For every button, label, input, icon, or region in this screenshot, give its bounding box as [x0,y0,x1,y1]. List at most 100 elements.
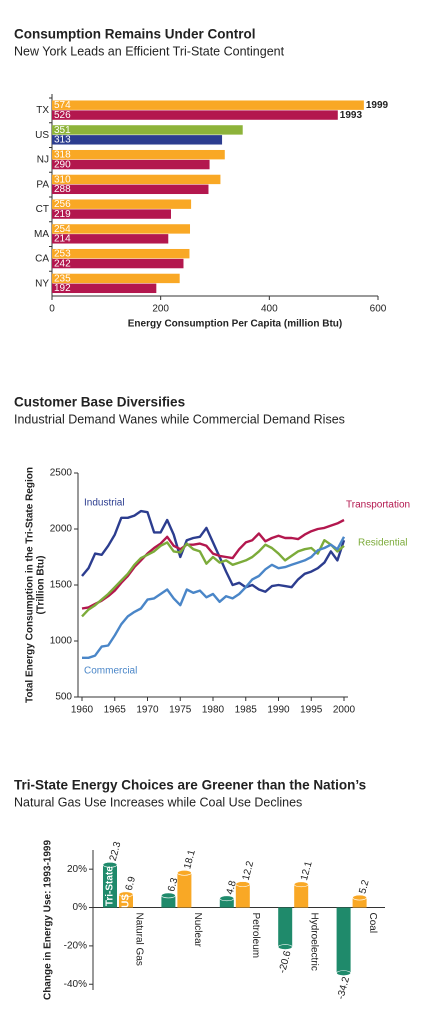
category-label: Petroleum [250,913,261,959]
bar [52,209,171,219]
bar [177,872,192,908]
chart-subtitle: New York Leads an Efficient Tri-State Co… [14,44,285,58]
x-tick-label: 400 [261,304,278,315]
value-label: 290 [54,159,71,170]
value-label: 288 [54,184,71,195]
bar [161,895,176,908]
value-label: -34.2 [336,975,353,1000]
series-label: 1999 [366,100,389,111]
bar [278,907,293,948]
x-tick-label: 0 [49,304,55,315]
bar [219,898,234,908]
bar [52,184,209,195]
series-line [82,536,346,659]
bar [52,125,243,135]
value-label: 192 [54,283,71,294]
y-tick-label: 500 [55,692,72,703]
category-label: CT [36,204,49,215]
bar [52,159,210,170]
y-tick-label: -20% [64,941,87,952]
series-label: Industrial [84,498,125,509]
category-label: MA [34,229,49,240]
y-tick-label: -40% [64,979,87,990]
category-label: NJ [37,155,49,166]
x-tick-label: 1995 [300,705,323,716]
chart-subtitle: Natural Gas Use Increases while Coal Use… [14,795,302,809]
bar-cap [352,894,367,901]
bar [52,248,190,259]
x-tick-label: 1985 [235,705,258,716]
category-label: Natural Gas [133,913,144,966]
bar-cap [219,895,235,902]
x-tick-label: 1960 [71,705,94,716]
bar-cap [336,970,351,976]
y-tick-label: 1000 [50,636,73,647]
series-label: Tri-State [105,866,116,906]
bar-cap [235,881,251,887]
value-label: 254 [54,224,71,235]
value-label: 526 [54,110,71,121]
value-label: 12.1 [299,860,315,882]
x-tick-label: 2000 [333,705,356,716]
bar-cap [102,861,118,868]
series-label: US [121,894,132,908]
value-label: 318 [54,150,71,161]
value-label: 219 [54,209,71,220]
value-label: 310 [54,174,71,185]
bar [52,110,338,120]
y-tick-label: 2500 [50,468,73,479]
value-label: 351 [54,125,71,136]
category-label: CA [35,254,49,265]
y-tick-label: 0% [73,902,88,913]
bar-cap [177,870,192,876]
x-tick-label: 1975 [169,705,192,716]
bar [52,234,169,244]
x-axis-label: Energy Consumption Per Capita (million B… [128,319,342,330]
series-label: Transportation [346,500,410,511]
y-tick-label: 2000 [50,524,73,535]
bar [52,283,157,294]
category-label: US [35,130,49,141]
category-label: TX [36,105,49,116]
chart-title: Customer Base Diversifies [14,395,185,410]
bar [52,149,225,160]
value-label: 253 [54,249,71,260]
bar-cap [277,944,293,950]
value-label: 22.3 [108,840,124,862]
bar [294,884,309,908]
bar-cap [161,892,176,899]
x-tick-label: 200 [152,304,169,315]
bar [119,894,133,908]
series-line [81,539,345,618]
value-label: 6.3 [166,876,180,893]
value-label: 256 [54,199,71,210]
chart-title: Tri-State Energy Choices are Greener tha… [14,778,366,793]
bar-cap [118,891,134,898]
value-label: 18.1 [182,848,198,870]
y-tick-label: 20% [67,864,87,875]
x-tick-label: 1970 [136,705,159,716]
y-axis-label: Total Energy Consumption in the Tri-Stat… [25,467,36,703]
value-label: 4.8 [225,879,239,896]
bar [103,864,117,908]
category-label: PA [36,179,49,190]
bar [235,884,250,908]
value-label: 5.2 [357,878,371,895]
chart-subtitle: Industrial Demand Wanes while Commercial… [14,412,345,426]
y-tick-label: 1500 [50,580,73,591]
value-label: 574 [54,100,71,111]
value-label: 242 [54,258,71,269]
x-tick-label: 600 [370,304,387,315]
value-label: 313 [54,135,71,146]
bar [52,174,221,185]
bar [52,224,191,234]
series-line [81,518,345,610]
series-label: Commercial [84,666,137,677]
value-label: 12.2 [241,860,257,882]
value-label: 235 [54,273,71,284]
category-label: Nuclear [192,913,203,948]
bar [352,897,367,908]
x-tick-label: 1980 [202,705,225,716]
series-label: Residential [358,538,407,549]
